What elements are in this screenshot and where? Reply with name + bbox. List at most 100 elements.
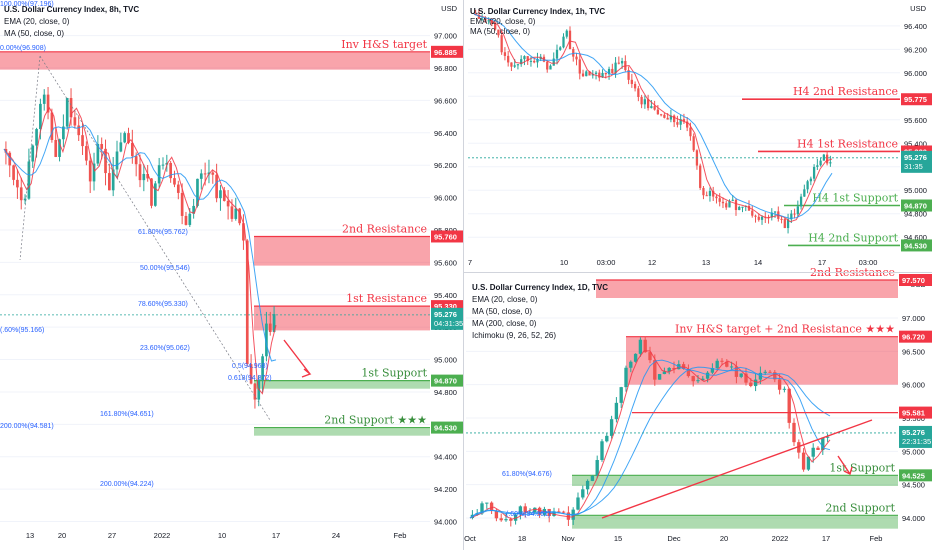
- candle-body: [619, 387, 623, 403]
- price-tag: [901, 93, 932, 106]
- zone-label: 2nd Resistance: [342, 222, 427, 235]
- x-tick-label: 27: [108, 531, 116, 540]
- price-axis[interactable]: [899, 276, 932, 530]
- x-tick-label: 7: [468, 258, 472, 267]
- candle-body: [222, 190, 226, 201]
- panel-1d[interactable]: USD97.00096.50096.00095.50095.00094.5009…: [464, 266, 932, 543]
- candle-body: [667, 367, 671, 372]
- candle-body: [234, 208, 238, 219]
- candle-body: [138, 164, 142, 181]
- candle-body: [738, 206, 741, 211]
- candle-body: [614, 62, 617, 74]
- x-tick-label: Dec: [667, 534, 681, 543]
- y-tick-label: 96.000: [902, 381, 925, 390]
- candle-body: [245, 240, 249, 365]
- candle-body: [629, 361, 633, 368]
- candle-body: [811, 447, 815, 457]
- legend-entry: MA (50, close, 0): [470, 27, 530, 36]
- fib-label: 200.00%(94.581): [0, 423, 54, 430]
- candle-body: [787, 388, 791, 423]
- candle-body: [536, 58, 539, 63]
- candle-body: [504, 519, 508, 521]
- legend-entry: U.S. Dollar Currency Index, 1h, TVC: [470, 7, 605, 16]
- panel-8h[interactable]: USD 97.000 96.800 96.600 96.400 96.200 96.000 9…: [0, 0, 463, 540]
- candle-body: [261, 356, 264, 381]
- candle-body: [503, 52, 507, 56]
- price-tag-text: 95.760: [434, 232, 457, 241]
- candle-body: [653, 106, 656, 110]
- candle-body: [576, 497, 580, 510]
- candle-body: [134, 156, 138, 165]
- candle-body: [226, 200, 230, 207]
- candle-body: [12, 165, 15, 180]
- y-tick-label: 94.400: [434, 453, 457, 462]
- candle-body: [161, 164, 165, 166]
- candle-body: [816, 447, 820, 451]
- x-tick-label: Oct: [464, 534, 477, 543]
- candle-body: [720, 360, 724, 362]
- candle-body: [585, 71, 588, 77]
- series-line: [469, 350, 831, 520]
- candle-body: [646, 99, 650, 109]
- candle-body: [119, 142, 123, 152]
- candle-body: [729, 366, 734, 368]
- candle-body: [485, 502, 489, 504]
- zone-0: [0, 51, 430, 70]
- series-line: [469, 366, 831, 519]
- candle-body: [821, 437, 825, 451]
- candle-body: [16, 179, 19, 188]
- candle-body: [799, 196, 803, 207]
- price-tag-text: 96.720: [902, 333, 925, 342]
- candle-body: [676, 122, 679, 125]
- candle-body: [516, 64, 520, 66]
- price-tag-text: 94.870: [434, 377, 457, 386]
- candle-body: [520, 59, 523, 65]
- candle-body: [797, 442, 801, 453]
- x-tick-label: 10: [560, 258, 568, 267]
- candle-body: [699, 165, 702, 188]
- candle-body: [526, 56, 529, 62]
- candle-body: [648, 352, 652, 361]
- candle-body: [604, 73, 607, 75]
- candle-body: [490, 20, 494, 24]
- legend-entry: MA (50, close, 0): [4, 29, 64, 38]
- candle-body: [796, 206, 799, 215]
- candle-body: [590, 475, 595, 481]
- price-tag-text: 97.570: [902, 276, 925, 285]
- series-line: [473, 13, 833, 223]
- price-axis[interactable]: [901, 0, 932, 256]
- candle-body: [691, 376, 695, 382]
- candle-body: [557, 511, 561, 513]
- candle-body: [127, 133, 130, 143]
- candle-body: [686, 121, 689, 128]
- fib-label: 0.00%(96.908): [0, 45, 46, 52]
- candle-body: [760, 216, 764, 220]
- x-tick-label: 03:00: [859, 258, 878, 267]
- x-tick-label: 17: [818, 258, 826, 267]
- y-tick-label: 96.000: [904, 69, 927, 78]
- candle-body: [609, 419, 614, 436]
- price-axis[interactable]: [431, 0, 463, 528]
- candle-body: [594, 72, 598, 74]
- candle-body: [480, 503, 484, 514]
- panel-1h[interactable]: USD96.40096.20096.00095.80095.60095.4009…: [468, 0, 932, 267]
- candle-body: [81, 135, 84, 147]
- candle-body: [588, 71, 591, 76]
- y-tick-label: 94.000: [434, 518, 457, 527]
- series-line: [469, 359, 831, 519]
- candle-body: [702, 187, 705, 196]
- candle-body: [533, 507, 537, 513]
- y-tick-label: 97.000: [902, 314, 925, 323]
- candle-body: [578, 59, 581, 74]
- zone-label: 2nd Support: [825, 501, 895, 514]
- candle-body: [509, 519, 513, 521]
- y-tick-label: 94.800: [904, 210, 927, 219]
- price-tag: [431, 374, 463, 387]
- candle-body: [523, 506, 527, 513]
- candle-body: [679, 119, 682, 125]
- candle-body: [614, 402, 619, 420]
- candle-body: [561, 511, 566, 513]
- candle-body: [701, 378, 705, 381]
- candle-body: [565, 30, 568, 37]
